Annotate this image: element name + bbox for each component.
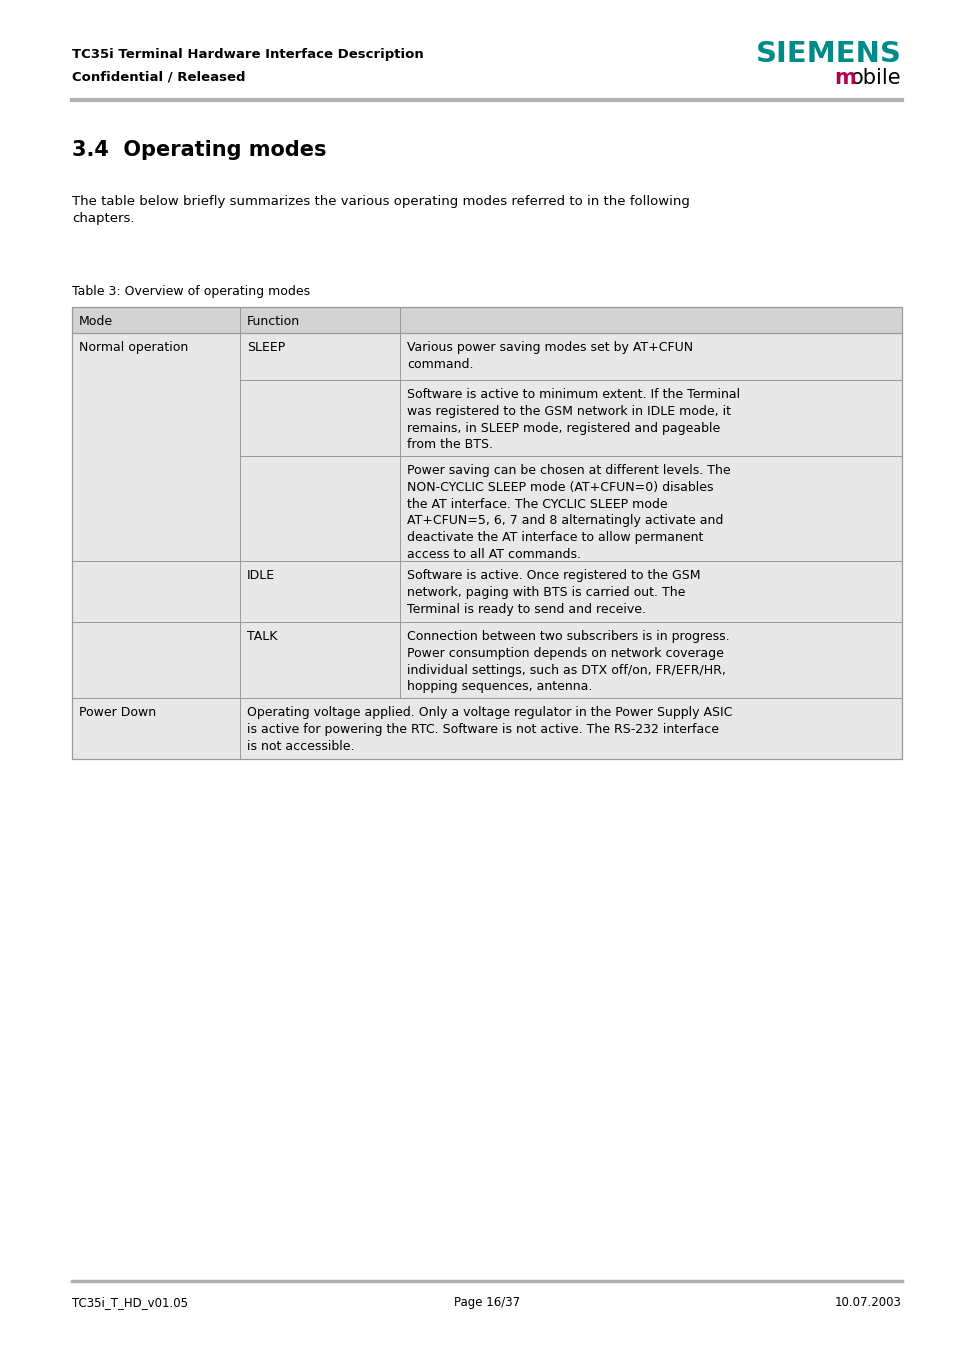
Bar [240, 561, 399, 621]
Text: Operating voltage applied. Only a voltage regulator in the Power Supply ASIC
is : Operating voltage applied. Only a voltag… [247, 707, 732, 753]
Text: Confidential / Released: Confidential / Released [71, 70, 245, 82]
Text: TC35i_T_HD_v01.05: TC35i_T_HD_v01.05 [71, 1296, 188, 1309]
Bar [240, 307, 901, 332]
Text: Function: Function [247, 315, 300, 328]
Bar [71, 698, 240, 759]
Text: Normal operation: Normal operation [79, 340, 188, 354]
Text: Various power saving modes set by AT+CFUN
command.: Various power saving modes set by AT+CFU… [407, 340, 693, 370]
Text: TALK: TALK [247, 630, 277, 643]
Text: Power saving can be chosen at different levels. The
NON-CYCLIC SLEEP mode (AT+CF: Power saving can be chosen at different … [407, 463, 730, 561]
Text: Software is active. Once registered to the GSM
network, paging with BTS is carri: Software is active. Once registered to t… [407, 569, 700, 616]
Text: SLEEP: SLEEP [247, 340, 285, 354]
Bar [240, 332, 399, 380]
Text: 10.07.2003: 10.07.2003 [834, 1296, 901, 1309]
Text: SIEMENS: SIEMENS [756, 41, 901, 68]
Text: Power Down: Power Down [79, 707, 156, 719]
Text: m: m [833, 68, 855, 88]
Bar [240, 457, 399, 561]
Bar [71, 332, 240, 698]
Bar [240, 380, 399, 457]
Text: Mode: Mode [79, 315, 113, 328]
Text: obile: obile [850, 68, 901, 88]
Text: Page 16/37: Page 16/37 [454, 1296, 519, 1309]
Bar [399, 332, 901, 380]
Text: Software is active to minimum extent. If the Terminal
was registered to the GSM : Software is active to minimum extent. If… [407, 388, 740, 451]
Text: Table 3: Overview of operating modes: Table 3: Overview of operating modes [71, 285, 310, 299]
Text: The table below briefly summarizes the various operating modes referred to in th: The table below briefly summarizes the v… [71, 195, 689, 226]
Text: 3.4  Operating modes: 3.4 Operating modes [71, 141, 326, 159]
Bar [71, 307, 240, 332]
Bar [399, 621, 901, 698]
Text: IDLE: IDLE [247, 569, 274, 582]
Text: TC35i Terminal Hardware Interface Description: TC35i Terminal Hardware Interface Descri… [71, 49, 423, 61]
Bar [71, 307, 901, 759]
Bar [399, 380, 901, 457]
Bar [240, 698, 901, 759]
Bar [399, 457, 901, 561]
Text: Connection between two subscribers is in progress.
Power consumption depends on : Connection between two subscribers is in… [407, 630, 729, 693]
Bar [240, 621, 399, 698]
Bar [399, 561, 901, 621]
